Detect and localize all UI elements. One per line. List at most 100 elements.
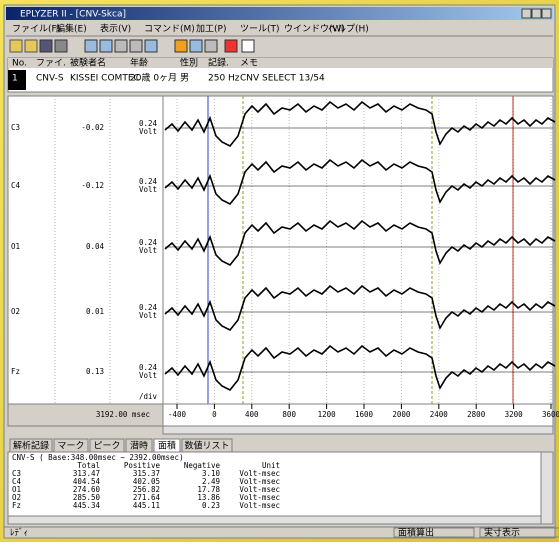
result-column: Total	[77, 461, 100, 470]
tab-label: 解析記録	[13, 440, 49, 452]
channel-offset: 0.04	[86, 242, 105, 251]
channel-name: C4	[11, 181, 21, 190]
cell: 250 Hz	[208, 74, 240, 84]
status-fields: ﾚﾃﾞｨ 面積算出 実寸表示	[10, 527, 559, 539]
channel-unit: Volt	[139, 311, 157, 320]
tick-label: 1200	[318, 410, 337, 419]
menu-item[interactable]: ファイル(F)	[12, 25, 60, 35]
channel-offset: 0.01	[86, 307, 104, 316]
channel-unit: Volt	[139, 371, 157, 380]
result-cell: Volt-msec	[239, 501, 280, 510]
tick-label: -400	[168, 410, 187, 419]
result-cell: 256.82	[133, 485, 160, 494]
result-cell: Fz	[12, 501, 21, 510]
results-h-scrollbar[interactable]	[7, 515, 542, 525]
channel-offset: -0.02	[81, 123, 104, 132]
status-text: ﾚﾃﾞｨ	[10, 528, 28, 539]
result-cell: 313.47	[73, 469, 100, 478]
result-cell: 2.49	[202, 477, 220, 486]
result-cell: Volt-msec	[239, 477, 280, 486]
tab-label: ピーク	[93, 441, 120, 452]
channel-offset: -0.12	[81, 181, 104, 190]
cell: CNV-S	[36, 74, 64, 84]
column-header: 年齢	[130, 57, 148, 69]
channel-offset: 0.13	[86, 367, 104, 376]
result-cell: 285.50	[73, 493, 101, 502]
result-cell: 3.10	[202, 469, 221, 478]
tab-bar: 解析記録 マーク ピーク 潜時 面積 数値リスト	[9, 438, 233, 453]
result-cell: 445.11	[133, 501, 160, 510]
channel-name: O1	[11, 242, 20, 251]
result-cell: Volt-msec	[239, 485, 280, 494]
channel-unit: Volt	[139, 127, 157, 136]
cell: CNV SELECT 13/54	[240, 74, 325, 84]
window-title: EPLYZER II - [CNV-Skca]	[20, 10, 126, 20]
tick-label: 2400	[430, 410, 449, 419]
tick-label: 2800	[467, 410, 486, 419]
column-header: ファイ.	[36, 59, 66, 69]
menu-item[interactable]: コマンド(M)	[144, 25, 195, 35]
menu-item[interactable]: ヘルプ(H)	[328, 24, 369, 35]
status-text: 面積算出	[398, 527, 434, 539]
result-cell: O1	[12, 485, 21, 494]
status-field	[479, 527, 559, 538]
window-controls[interactable]	[521, 8, 552, 19]
results-title: CNV-S ( Base:348.00msec ~ 2392.00msec)	[12, 453, 184, 462]
result-cell: 13.86	[197, 493, 220, 502]
cell: 20歳 0ヶ月	[130, 72, 177, 84]
column-header: 性別	[180, 57, 198, 69]
status-text: 実寸表示	[484, 527, 520, 539]
time-ticks: -400 0 400 800 1200 1600 2000 2400 2800 3200 3600	[168, 404, 559, 419]
result-cell: 17.78	[197, 485, 220, 494]
h-scrollbar[interactable]	[162, 425, 554, 435]
header-cells: No. 1 ファイ. CNV-S 被験者名 KISSEI COMTEC 年齢 20歳 0ヶ月性…	[12, 57, 325, 84]
result-column: Positive	[124, 461, 161, 470]
channel-name: C3	[11, 123, 20, 132]
cell: KISSEI COMTEC	[70, 74, 140, 84]
results-table: Total Positive Negative Unit C3 313.47 315.37 3…	[12, 461, 280, 510]
cell: 1	[12, 74, 18, 84]
channel-unit: Volt	[139, 185, 157, 194]
toolbar[interactable]	[9, 39, 255, 53]
menu-item[interactable]: 編集(E)	[56, 23, 87, 35]
result-cell: 271.64	[133, 493, 161, 502]
tick-label: 1600	[355, 410, 374, 419]
channel-scale: 0.24	[139, 238, 158, 247]
time-grid	[176, 96, 552, 404]
menu-item[interactable]: 加工(P)	[196, 24, 226, 35]
channel-name: O2	[11, 307, 20, 316]
v-scrollbar[interactable]	[540, 451, 554, 525]
tab-label: 潜時	[130, 440, 148, 452]
result-cell: Volt-msec	[239, 493, 280, 502]
title-bar	[6, 7, 553, 20]
result-cell: 402.05	[133, 477, 160, 486]
tick-label: 3600	[542, 410, 559, 419]
result-cell: 445.34	[73, 501, 101, 510]
menu-item[interactable]: 表示(V)	[100, 23, 131, 35]
tab-label: 面積	[158, 440, 176, 452]
menu-item[interactable]: ツール(T)	[240, 25, 280, 35]
channel-scale: 0.24	[139, 119, 158, 128]
channel-scale: 0.24	[139, 303, 158, 312]
result-cell: 0.23	[202, 501, 220, 510]
menu-item[interactable]: ウインドウ(W)	[284, 24, 345, 35]
result-column: Negative	[184, 461, 221, 470]
tab-label: 数値リスト	[184, 440, 229, 452]
channel-unit: Volt	[139, 246, 157, 255]
result-cell: O2	[12, 493, 21, 502]
time-span: 3192.00 msec	[96, 410, 150, 419]
tick-label: 0	[212, 410, 217, 419]
cell: 男	[180, 73, 189, 84]
tab-label: マーク	[57, 441, 84, 452]
result-cell: C4	[12, 477, 22, 486]
result-column: Unit	[262, 461, 280, 470]
status-bar	[3, 526, 556, 539]
tick-label: 3200	[505, 410, 524, 419]
channel-scale: 0.24	[139, 363, 158, 372]
column-header: 被験者名	[70, 57, 106, 69]
tick-label: 800	[282, 410, 296, 419]
column-header: No.	[12, 59, 27, 69]
result-cell: 315.37	[133, 469, 160, 478]
